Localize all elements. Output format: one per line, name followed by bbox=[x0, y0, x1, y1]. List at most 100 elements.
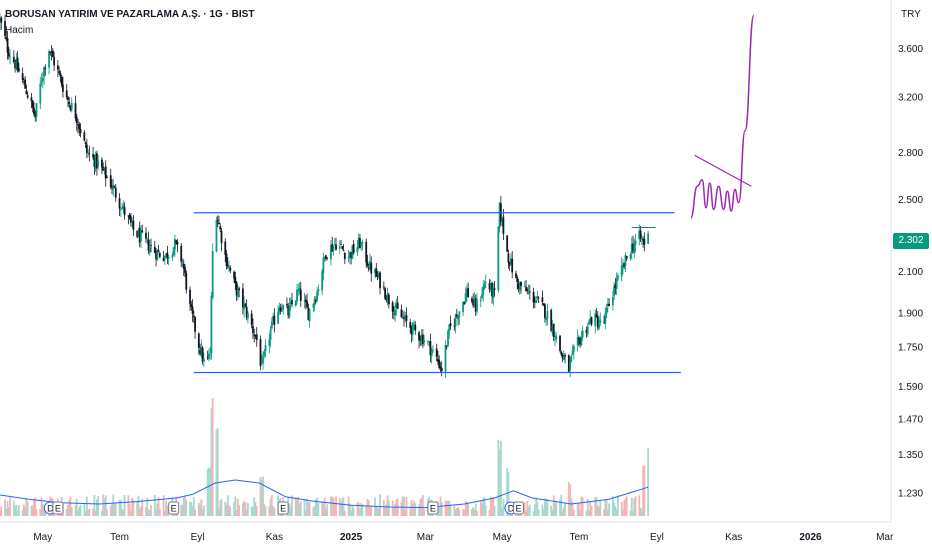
volume-bar bbox=[185, 500, 188, 516]
volume-bar bbox=[356, 502, 359, 516]
volume-bar bbox=[9, 495, 11, 516]
candle-body bbox=[419, 339, 422, 341]
candle-body bbox=[430, 350, 433, 357]
price-tick-label: 2.800 bbox=[898, 148, 923, 159]
candle-body bbox=[308, 309, 311, 322]
candle-body bbox=[439, 366, 442, 369]
candle-body bbox=[93, 157, 96, 168]
volume-bar bbox=[630, 497, 633, 516]
price-tick-label: 1.350 bbox=[898, 450, 923, 461]
candle-body bbox=[625, 256, 628, 259]
candle-body bbox=[145, 232, 147, 239]
volume-bar bbox=[92, 508, 95, 516]
price-tick-label: 2.100 bbox=[898, 267, 923, 278]
volume-bar bbox=[70, 507, 73, 516]
candle-body bbox=[113, 186, 116, 188]
volume-indicator-label[interactable]: Hacim bbox=[5, 25, 34, 36]
volume-bar bbox=[288, 503, 291, 516]
volume-bar bbox=[245, 509, 248, 516]
volume-bar bbox=[229, 506, 232, 516]
volume-bar bbox=[268, 506, 271, 516]
volume-bar bbox=[528, 504, 531, 516]
volume-bar bbox=[497, 439, 500, 516]
candle-body bbox=[218, 222, 220, 225]
volume-bar bbox=[629, 510, 632, 516]
volume-bar bbox=[502, 498, 505, 516]
candle-body bbox=[449, 323, 452, 327]
candle-body bbox=[43, 66, 45, 77]
volume-bar bbox=[163, 511, 166, 516]
volume-bar bbox=[465, 502, 468, 516]
candle-body bbox=[479, 299, 482, 302]
candle-body bbox=[474, 298, 477, 312]
candle-body bbox=[432, 349, 434, 351]
candle-body bbox=[520, 281, 522, 287]
candle-body bbox=[273, 315, 276, 325]
candle-body bbox=[359, 238, 361, 249]
volume-bar bbox=[377, 508, 380, 516]
candle-body bbox=[48, 51, 50, 68]
volume-bar bbox=[410, 499, 413, 516]
candle-body bbox=[536, 296, 539, 299]
volume-bar bbox=[96, 499, 98, 516]
candle-body bbox=[323, 257, 326, 258]
candle-body bbox=[614, 284, 617, 289]
volume-bar bbox=[104, 495, 107, 516]
candle-body bbox=[420, 335, 423, 341]
candle-body bbox=[634, 240, 637, 245]
price-tick-label: 3.600 bbox=[898, 44, 923, 55]
volume-bar bbox=[418, 504, 420, 516]
candle-body bbox=[606, 303, 609, 307]
price-tick-label: 1.750 bbox=[898, 342, 923, 353]
volume-bar bbox=[272, 506, 274, 516]
candle-body bbox=[333, 243, 336, 245]
candle-body bbox=[7, 52, 10, 57]
currency-label: TRY bbox=[901, 9, 921, 20]
volume-bar bbox=[247, 502, 249, 516]
candle-body bbox=[569, 360, 571, 370]
candle-body bbox=[194, 317, 196, 332]
earnings-marker bbox=[168, 501, 180, 515]
volume-bar bbox=[438, 507, 441, 516]
volume-bar bbox=[127, 495, 130, 516]
volume-bar bbox=[23, 504, 25, 516]
candle-body bbox=[473, 299, 476, 304]
candle-body bbox=[387, 295, 390, 305]
candle-body bbox=[589, 318, 592, 322]
volume-bar bbox=[414, 503, 417, 516]
candle-body bbox=[104, 166, 107, 179]
candle-body bbox=[272, 316, 274, 321]
candle-body bbox=[492, 287, 495, 299]
candle-body bbox=[219, 226, 222, 230]
candle-body bbox=[287, 305, 290, 316]
volume-bar bbox=[386, 495, 389, 516]
candle-body bbox=[394, 309, 397, 316]
volume-bar bbox=[463, 509, 466, 516]
volume-bar bbox=[409, 506, 412, 516]
volume-bar bbox=[235, 510, 238, 516]
candle-body bbox=[440, 368, 443, 372]
candle-body bbox=[201, 347, 204, 362]
candle-body bbox=[585, 329, 588, 333]
volume-bar bbox=[603, 509, 605, 516]
candle-body bbox=[166, 252, 169, 259]
candle-body bbox=[234, 277, 237, 284]
candle-body bbox=[190, 304, 193, 307]
volume-bar bbox=[241, 502, 244, 516]
volume-bar bbox=[252, 506, 254, 516]
volume-bar bbox=[264, 506, 267, 516]
candle-body bbox=[313, 299, 316, 306]
volume-bar bbox=[411, 503, 414, 516]
candle-body bbox=[21, 73, 24, 80]
candle-body bbox=[70, 103, 73, 110]
candle-body bbox=[571, 350, 574, 355]
candle-body bbox=[551, 325, 554, 334]
volume-bar bbox=[184, 495, 186, 516]
volume-bar bbox=[140, 506, 142, 516]
candle-body bbox=[289, 301, 292, 305]
candle-body bbox=[189, 289, 191, 305]
volume-bar bbox=[291, 495, 293, 516]
volume-bar bbox=[216, 427, 219, 516]
